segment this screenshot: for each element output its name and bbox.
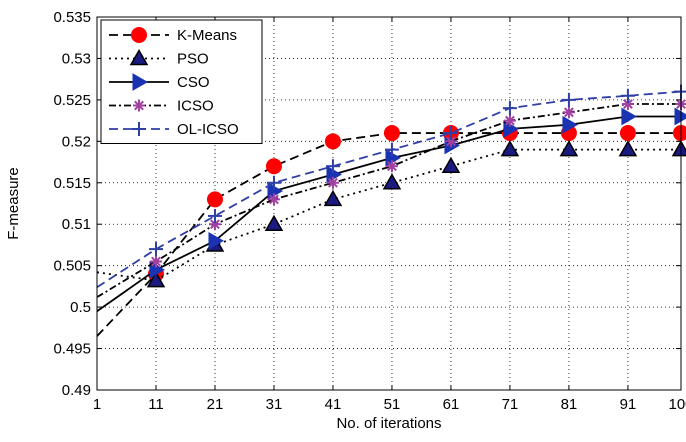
y-axis-label: F-measure	[5, 167, 22, 240]
data-point-k-means	[674, 126, 686, 141]
data-point-icso	[563, 106, 575, 118]
x-axis-label: No. of iterations	[336, 415, 441, 432]
y-tick-label: 0.535	[53, 9, 91, 26]
legend-marker	[132, 28, 147, 43]
y-tick-label: 0.515	[53, 175, 91, 192]
x-tick-label: 1	[93, 396, 101, 413]
x-tick-label: 31	[266, 396, 283, 413]
data-point-k-means	[620, 126, 635, 141]
y-tick-label: 0.51	[62, 216, 91, 233]
y-tick-label: 0.495	[53, 341, 91, 358]
x-tick-label: 71	[502, 396, 519, 413]
data-point-k-means	[207, 192, 222, 207]
legend-label: CSO	[177, 74, 210, 91]
legend-label: OL-ICSO	[177, 121, 239, 138]
x-tick-label: 11	[148, 396, 164, 413]
y-tick-label: 0.49	[62, 382, 91, 399]
y-tick-label: 0.52	[62, 133, 91, 150]
y-tick-label: 0.505	[53, 258, 91, 275]
data-point-k-means	[325, 134, 340, 149]
legend-label: ICSO	[177, 98, 214, 115]
x-tick-label: 100	[668, 396, 686, 413]
y-tick-label: 0.53	[62, 50, 91, 67]
legend: K-Means PSO CSO ICSO OL-ICSO	[101, 20, 262, 144]
x-tick-label: 81	[561, 396, 578, 413]
legend-label: PSO	[177, 51, 209, 68]
legend-marker	[133, 100, 145, 112]
x-tick-label: 41	[325, 396, 342, 413]
y-tick-label: 0.5	[70, 299, 91, 316]
x-tick-label: 61	[443, 396, 460, 413]
data-point-k-means	[266, 159, 281, 174]
x-tick-label: 21	[207, 396, 224, 413]
legend-label: K-Means	[177, 27, 237, 44]
x-tick-label: 51	[384, 396, 401, 413]
data-point-icso	[268, 193, 280, 205]
data-point-k-means	[384, 126, 399, 141]
data-point-icso	[386, 160, 398, 172]
y-tick-label: 0.525	[53, 92, 91, 109]
x-tick-label: 91	[620, 396, 637, 413]
data-point-icso	[327, 177, 339, 189]
